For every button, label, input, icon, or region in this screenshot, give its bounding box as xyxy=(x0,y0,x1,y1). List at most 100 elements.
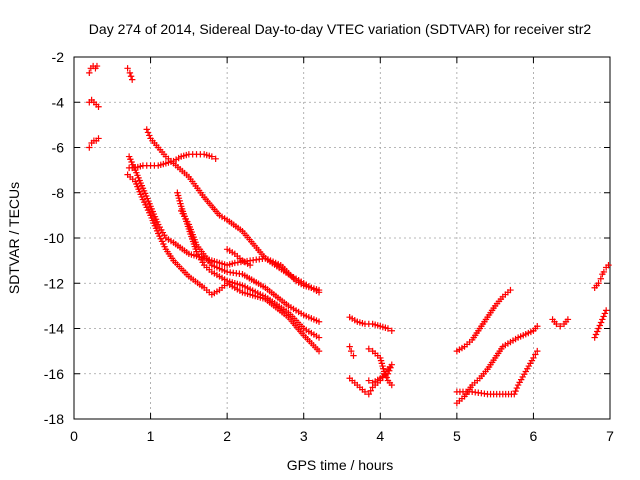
data-point xyxy=(534,347,541,355)
series-s7 xyxy=(143,126,323,296)
data-point xyxy=(346,343,353,350)
data-point xyxy=(315,347,323,355)
y-tick-labels: -2 -4 -6 -8 -10 -12 -14 -16 -18 xyxy=(44,49,64,427)
data-point xyxy=(367,387,374,394)
chart-title: Day 274 of 2014, Sidereal Day-to-day VTE… xyxy=(89,21,592,37)
series-s21 xyxy=(591,307,610,341)
data-point xyxy=(127,73,135,80)
x-tick-labels: 0 1 2 3 4 5 6 7 xyxy=(70,428,614,444)
series-s10 xyxy=(178,207,323,325)
data-point xyxy=(246,261,254,269)
data-point xyxy=(86,69,93,77)
series-s1 xyxy=(86,62,101,77)
series-s2 xyxy=(86,96,102,110)
data-points xyxy=(86,62,612,407)
data-point xyxy=(594,328,601,335)
series-s8 xyxy=(124,171,323,355)
series-s5 xyxy=(125,151,219,172)
plot-frame xyxy=(73,56,611,420)
data-point xyxy=(126,69,134,77)
y-tick-label: -16 xyxy=(44,366,64,382)
data-point xyxy=(507,286,514,294)
series-s4 xyxy=(124,65,136,83)
data-point xyxy=(553,320,560,328)
grid-lines xyxy=(74,57,610,419)
y-tick-label: -18 xyxy=(44,411,64,427)
y-tick-label: -8 xyxy=(52,185,65,201)
data-point xyxy=(361,388,369,396)
y-axis-label: SDTVAR / TECUs xyxy=(6,182,22,294)
data-point xyxy=(347,347,355,355)
data-point xyxy=(602,307,610,314)
data-point xyxy=(597,275,605,282)
data-point xyxy=(595,325,602,332)
data-point xyxy=(380,368,388,375)
data-point xyxy=(596,322,603,329)
y-tick-label: -6 xyxy=(52,140,65,156)
series-s19 xyxy=(549,316,572,330)
y-tick-label: -4 xyxy=(52,94,65,110)
series-s15 xyxy=(365,345,395,389)
y-tick-label: -14 xyxy=(44,321,64,337)
series-s13 xyxy=(346,343,357,359)
data-point xyxy=(513,384,521,392)
x-tick-label: 2 xyxy=(223,428,231,444)
x-tick-label: 3 xyxy=(300,428,308,444)
y-tick-label: -2 xyxy=(52,49,65,65)
data-point xyxy=(315,289,323,296)
data-point xyxy=(144,129,152,136)
data-point xyxy=(388,381,395,389)
x-tick-label: 4 xyxy=(376,428,384,444)
data-point xyxy=(388,327,395,334)
data-point xyxy=(365,345,372,353)
data-point xyxy=(534,323,541,330)
data-point xyxy=(601,310,609,317)
y-tick-label: -10 xyxy=(44,230,64,246)
data-point xyxy=(93,62,101,70)
data-point xyxy=(350,352,357,359)
data-point xyxy=(511,390,518,398)
x-tick-label: 1 xyxy=(147,428,155,444)
x-tick-label: 7 xyxy=(606,428,614,444)
data-point xyxy=(557,323,564,330)
x-tick-label: 5 xyxy=(453,428,461,444)
data-point xyxy=(383,374,390,381)
data-point xyxy=(386,367,393,374)
data-point xyxy=(86,144,93,151)
series-s22 xyxy=(600,261,612,276)
data-point xyxy=(387,364,394,371)
series-s20 xyxy=(591,271,606,291)
data-point xyxy=(208,153,216,160)
data-point xyxy=(365,377,372,384)
data-point xyxy=(128,76,136,83)
data-point xyxy=(605,261,612,269)
data-point xyxy=(591,334,598,341)
x-axis-label: GPS time / hours xyxy=(287,457,394,473)
x-tick-label: 6 xyxy=(530,428,538,444)
data-point xyxy=(315,334,323,341)
x-tick-label: 0 xyxy=(70,428,78,444)
data-point xyxy=(146,132,153,139)
series-s18 xyxy=(453,347,541,398)
series-s12 xyxy=(346,313,395,334)
data-point xyxy=(124,65,131,72)
data-point xyxy=(384,325,392,332)
data-point xyxy=(592,331,600,338)
y-tick-label: -12 xyxy=(44,275,64,291)
data-point xyxy=(143,126,150,133)
data-point xyxy=(532,351,539,358)
data-point xyxy=(600,268,608,276)
series-s16 xyxy=(453,286,514,355)
data-point xyxy=(564,316,572,323)
data-point xyxy=(600,313,607,320)
data-point xyxy=(382,371,389,378)
data-point xyxy=(95,135,102,142)
data-point xyxy=(212,155,219,163)
data-point xyxy=(512,387,519,395)
data-point xyxy=(595,280,602,287)
data-point xyxy=(365,390,372,398)
series-s11 xyxy=(223,246,254,269)
data-point xyxy=(95,103,102,110)
series-s17 xyxy=(453,323,541,407)
